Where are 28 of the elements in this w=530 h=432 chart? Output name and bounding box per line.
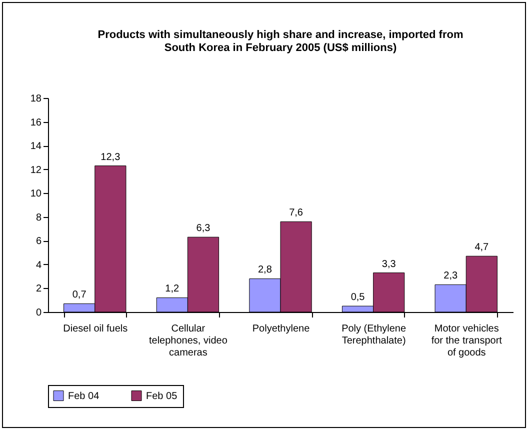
x-tick-label: Polyethylene	[252, 324, 310, 334]
chart-title: Products with simultaneously high share and increase, imported from South Korea in February 2005 (US$ millions)	[98, 29, 464, 54]
x-tick-label: Motor vehicles for the transport of goods	[431, 324, 502, 358]
legend-label: Feb 05	[146, 390, 178, 402]
data-label: 4,7	[474, 242, 490, 254]
y-tick-label: 0	[36, 308, 42, 318]
legend-label: Feb 04	[68, 390, 100, 402]
data-label: 12,3	[100, 152, 121, 163]
data-label: 3,3	[382, 258, 396, 270]
y-tick-label: 18	[30, 94, 42, 104]
data-label: 6,3	[196, 223, 211, 234]
data-label: 0,5	[350, 292, 366, 304]
y-tick-label: 16	[30, 117, 42, 128]
data-label: 0,7	[72, 290, 87, 301]
y-tick-label: 8	[36, 212, 42, 224]
x-tick-label: Cellular telephones, video cameras	[148, 324, 228, 358]
y-tick-label: 12	[30, 164, 42, 176]
y-tick-label: 14	[30, 141, 42, 152]
data-label: 7,6	[289, 208, 304, 219]
y-tick-label: 4	[36, 260, 42, 271]
x-tick-label: Poly (Ethylene Terephthalate)	[342, 324, 406, 346]
y-tick-label: 10	[30, 188, 42, 200]
data-label: 1,2	[165, 284, 180, 295]
y-tick-label: 2	[36, 284, 42, 295]
data-label: 2,3	[444, 270, 458, 282]
data-label: 2,8	[258, 264, 272, 276]
y-tick-label: 6	[36, 236, 42, 248]
x-tick-label: Diesel oil fuels	[63, 324, 128, 334]
